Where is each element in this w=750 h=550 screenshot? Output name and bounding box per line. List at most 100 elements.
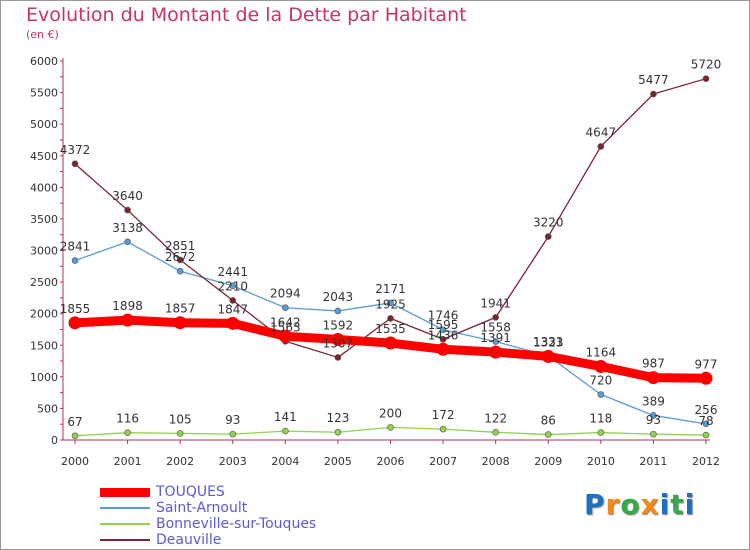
data-point: [387, 424, 394, 431]
data-label: 987: [642, 357, 665, 371]
data-label: 105: [169, 412, 192, 426]
data-label: 3220: [533, 216, 564, 230]
data-point: [702, 75, 710, 82]
data-point: [71, 160, 79, 168]
data-label: 1746: [428, 309, 459, 323]
legend-swatch: [100, 487, 150, 497]
data-label: 3138: [112, 221, 143, 235]
data-point: [68, 316, 82, 330]
data-point: [702, 431, 710, 439]
data-label: 389: [642, 394, 665, 408]
data-point: [541, 349, 555, 363]
data-point: [124, 238, 131, 246]
y-tick-label: 5000: [30, 118, 58, 131]
y-tick-label: 1500: [30, 339, 58, 352]
y-tick-label: 4000: [30, 181, 58, 194]
data-point: [492, 338, 499, 345]
x-tick-label: 2002: [166, 455, 194, 468]
data-point: [489, 345, 503, 359]
data-point: [124, 206, 131, 214]
data-label: 67: [67, 415, 82, 429]
data-label: 1855: [60, 302, 91, 316]
data-point: [436, 342, 450, 356]
data-point: [176, 256, 184, 264]
data-label: 977: [695, 357, 718, 371]
data-label: 2171: [375, 282, 406, 296]
data-label: 1595: [428, 318, 459, 332]
data-point: [282, 304, 289, 312]
data-label: 1592: [323, 318, 354, 332]
data-label: 1331: [533, 335, 564, 349]
data-point: [597, 143, 605, 150]
data-point: [229, 430, 237, 438]
x-tick-label: 2001: [114, 455, 142, 468]
legend-swatch: [100, 539, 150, 541]
data-point: [387, 315, 394, 322]
data-point: [387, 299, 394, 307]
data-label: 2841: [60, 240, 91, 254]
x-tick-label: 2000: [61, 455, 89, 468]
y-tick-label: 5500: [30, 87, 58, 100]
legend-swatch: [100, 507, 150, 509]
chart-unit: (en €): [26, 28, 59, 41]
data-label: 1436: [428, 328, 459, 342]
data-point: [702, 420, 710, 428]
x-tick-label: 2011: [639, 455, 667, 468]
data-point: [334, 428, 342, 436]
chart-title: Evolution du Montant de la Dette par Hab…: [26, 4, 467, 26]
x-tick-label: 2007: [429, 455, 457, 468]
x-tick-label: 2005: [324, 455, 352, 468]
data-point: [176, 267, 184, 275]
data-point: [278, 329, 292, 343]
data-label: 1164: [586, 345, 617, 359]
data-label: 1847: [217, 302, 248, 316]
data-label: 1642: [270, 315, 301, 329]
data-point: [439, 326, 447, 334]
data-label: 2210: [217, 279, 248, 293]
data-label: 122: [484, 411, 507, 425]
legend-label: Deauville: [156, 532, 222, 548]
y-tick-label: 6000: [30, 55, 58, 68]
data-label: 93: [225, 413, 240, 427]
data-point: [121, 313, 135, 327]
data-label: 720: [589, 374, 612, 388]
data-label: 141: [274, 410, 297, 424]
data-label: 1857: [165, 302, 196, 316]
line-chart: 0 500 1000 1500 2000 2500 3000 3500 4000 4500 5000…: [30, 55, 721, 468]
data-label: 2441: [217, 265, 248, 279]
data-label: 1941: [480, 296, 511, 310]
data-point: [282, 427, 289, 435]
legend-label: Bonneville-sur-Touques: [156, 516, 317, 532]
data-label: 3640: [112, 189, 143, 203]
x-tick-label: 2003: [219, 455, 247, 468]
x-tick-label: 2012: [692, 455, 720, 468]
data-point: [331, 332, 345, 346]
data-label: 1323: [533, 335, 564, 349]
data-point: [71, 432, 79, 440]
x-tick-label: 2009: [534, 455, 562, 468]
data-label: 1535: [375, 322, 406, 336]
data-label: 4372: [60, 143, 91, 157]
y-tick-label: 2000: [30, 308, 58, 321]
data-label: 2851: [165, 239, 196, 253]
data-point: [597, 391, 605, 398]
x-tick-label: 2008: [482, 455, 510, 468]
data-label: 200: [379, 406, 402, 420]
data-point: [439, 335, 447, 343]
legend-label: Saint-Arnoult: [156, 500, 248, 516]
data-point: [173, 316, 187, 330]
data-point: [384, 336, 397, 350]
data-point: [226, 316, 240, 330]
data-point: [334, 307, 342, 315]
x-tick-label: 2010: [587, 455, 615, 468]
data-label: 78: [698, 414, 713, 428]
data-label: 1563: [270, 320, 301, 334]
data-point: [71, 257, 79, 264]
data-label: 1307: [323, 336, 354, 350]
data-point: [699, 371, 713, 385]
data-label: 1925: [375, 297, 406, 311]
data-label: 2672: [165, 250, 196, 264]
y-tick-label: 1000: [30, 371, 58, 384]
data-label: 118: [589, 412, 612, 426]
data-label: 116: [116, 412, 139, 426]
